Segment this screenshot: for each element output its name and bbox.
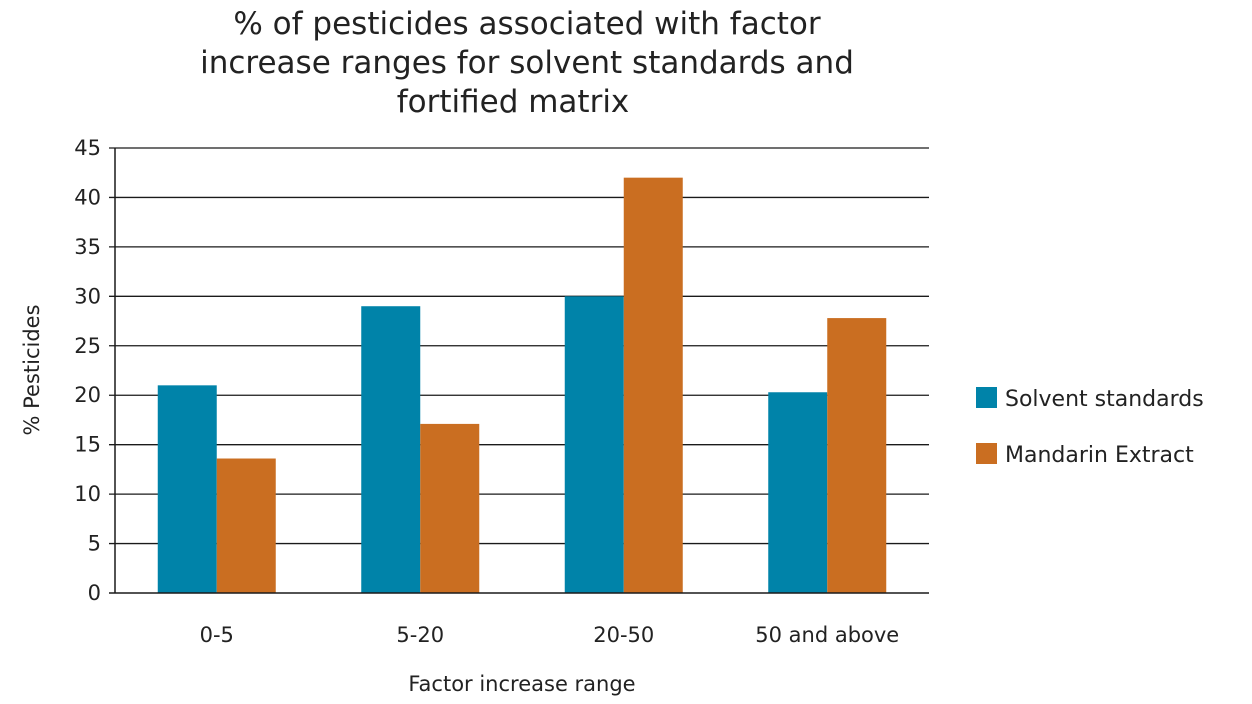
x-tick-label: 5-20 [396, 623, 444, 647]
legend-label: Mandarin Extract [1005, 443, 1194, 468]
legend-swatch [976, 387, 997, 408]
y-tick-label: 30 [74, 284, 101, 308]
chart-title-line-3: fortified matrix [397, 84, 630, 120]
x-tick-label: 20-50 [593, 623, 654, 647]
chart-title: % of pesticides associated with factor i… [200, 6, 854, 120]
chart-title-line-1: % of pesticides associated with factor [233, 6, 820, 42]
x-tick-label: 0-5 [200, 623, 234, 647]
bar-solvent-standards [157, 385, 217, 593]
y-tick-label: 25 [74, 334, 101, 358]
y-tick-label: 0 [88, 581, 101, 605]
y-tick-label: 45 [74, 136, 101, 160]
x-tick-label: 50 and above [755, 623, 899, 647]
y-tick-label: 10 [74, 482, 101, 506]
bar-mandarin-extract [827, 318, 887, 593]
bar-solvent-standards [564, 296, 624, 593]
bar-mandarin-extract [623, 177, 683, 593]
y-tick-label: 35 [74, 235, 101, 259]
x-tick-labels: 0-5 5-20 20-50 50 and above [200, 623, 900, 647]
legend: Solvent standards Mandarin Extract [976, 387, 1204, 468]
bar-mandarin-extract [420, 423, 480, 593]
y-tick-label: 15 [74, 433, 101, 457]
y-axis-label: % Pesticides [20, 304, 44, 435]
y-tick-labels: 0 5 10 15 20 25 30 35 40 45 [74, 136, 101, 605]
bars [157, 177, 887, 593]
legend-label: Solvent standards [1005, 387, 1204, 412]
y-tick-label: 40 [74, 185, 101, 209]
bar-solvent-standards [768, 392, 828, 593]
bar-mandarin-extract [216, 458, 276, 593]
bar-solvent-standards [361, 306, 421, 593]
axes [109, 148, 929, 594]
y-tick-label: 20 [74, 383, 101, 407]
legend-swatch [976, 443, 997, 464]
x-axis-label: Factor increase range [408, 672, 635, 696]
chart-title-line-2: increase ranges for solvent standards an… [200, 45, 854, 81]
y-tick-label: 5 [88, 532, 101, 556]
